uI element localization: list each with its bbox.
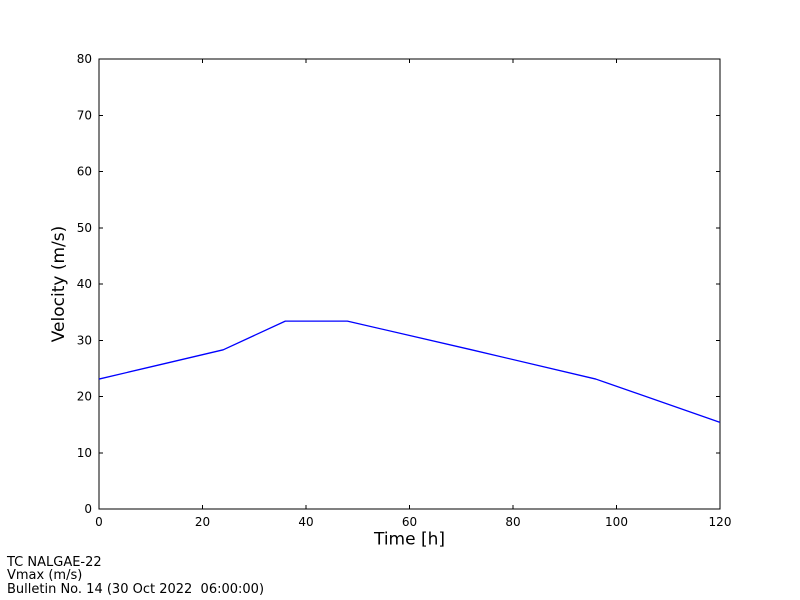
y-tick-label: 70 xyxy=(77,108,92,122)
y-tick-label: 0 xyxy=(84,502,92,516)
storm-name-label: TC NALGAE-22 xyxy=(7,555,102,570)
y-tick-label: 50 xyxy=(77,221,92,235)
y-tick-label: 40 xyxy=(77,277,92,291)
y-tick-label: 10 xyxy=(77,446,92,460)
x-tick-label: 80 xyxy=(505,515,520,529)
bulletin-info-label: Bulletin No. 14 (30 Oct 2022 06:00:00) xyxy=(7,581,265,597)
x-tick-label: 0 xyxy=(95,515,103,529)
plot-frame xyxy=(98,58,721,510)
x-tick-label: 60 xyxy=(402,515,417,529)
x-tick-label: 20 xyxy=(195,515,210,529)
variable-label: Vmax (m/s) xyxy=(7,568,83,584)
vmax-line xyxy=(98,320,721,423)
x-tick-label: 120 xyxy=(709,515,732,529)
bulletin-footer: TC NALGAE-22 Vmax (m/s) Bulletin No. 14 … xyxy=(7,555,265,597)
y-axis-title: Velocity (m/s) xyxy=(49,226,69,343)
y-tick-label: 60 xyxy=(77,165,92,179)
y-tick-label: 80 xyxy=(77,52,92,66)
x-tick-label: 40 xyxy=(298,515,313,529)
y-tick-label: 20 xyxy=(77,390,92,404)
y-tick-label: 30 xyxy=(77,333,92,347)
x-tick-label: 100 xyxy=(605,515,628,529)
x-axis-title: Time [h] xyxy=(373,530,445,550)
